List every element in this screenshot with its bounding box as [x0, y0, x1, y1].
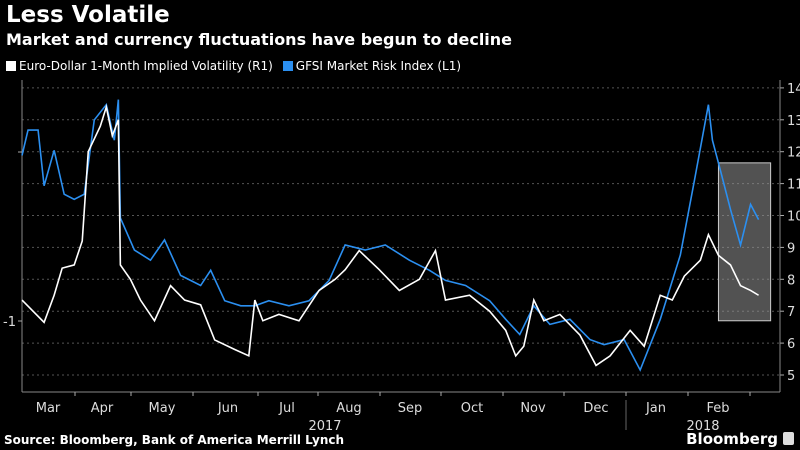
year-label: 2018: [686, 419, 719, 430]
x-tick-label: Jul: [278, 401, 295, 416]
x-tick-label: Sep: [398, 401, 423, 416]
bloomberg-icon: [783, 432, 794, 445]
x-tick-label: Apr: [91, 401, 114, 416]
legend-item-eurusd: Euro-Dollar 1-Month Implied Volatility (…: [6, 59, 273, 73]
right-tick-label: 13: [787, 114, 800, 129]
legend: Euro-Dollar 1-Month Implied Volatility (…: [6, 59, 461, 73]
source-note: Source: Bloomberg, Bank of America Merri…: [4, 433, 345, 447]
series-line-eurusd-vol: [21, 103, 759, 367]
x-tick-label: Feb: [706, 401, 729, 416]
legend-swatch-white: [6, 61, 16, 71]
x-tick-label: Aug: [336, 401, 361, 416]
chart-plot: 5 6 7 8 9 10 11 12 13 14 -1 Mar Apr May Jun Jul Aug Sep Oc…: [3, 80, 800, 430]
chart-subtitle: Market and currency fluctuations have be…: [6, 30, 513, 49]
right-tick-label: 5: [787, 369, 795, 384]
right-tick-label: 6: [787, 337, 795, 352]
series-line-gfsi: [21, 99, 760, 372]
left-tick-label: -1: [3, 315, 16, 330]
chart-title: Less Volatile: [6, 2, 170, 28]
right-tick-label: 14: [787, 82, 800, 97]
x-tick-label: Oct: [461, 401, 483, 416]
x-tick-label: May: [149, 401, 176, 416]
right-tick-label: 11: [787, 178, 800, 193]
bloomberg-logo: Bloomberg: [686, 430, 778, 448]
x-tick-label: Jan: [645, 401, 666, 416]
x-tick-label: Dec: [583, 401, 608, 416]
x-tick-label: Mar: [36, 401, 61, 416]
legend-item-gfsi: GFSI Market Risk Index (L1): [282, 59, 462, 73]
right-tick-label: 8: [787, 273, 795, 288]
x-tick-label: Jun: [217, 401, 238, 416]
year-label: 2017: [308, 419, 341, 430]
legend-swatch-blue: [282, 61, 293, 71]
legend-label: Euro-Dollar 1-Month Implied Volatility (…: [19, 59, 273, 73]
right-tick-label: 9: [787, 241, 795, 256]
right-tick-label: 7: [787, 305, 795, 320]
x-tick-label: Nov: [520, 401, 546, 416]
right-tick-label: 10: [787, 210, 800, 225]
legend-label: GFSI Market Risk Index (L1): [295, 59, 462, 73]
highlight-box: [717, 162, 772, 322]
right-tick-label: 12: [787, 146, 800, 161]
